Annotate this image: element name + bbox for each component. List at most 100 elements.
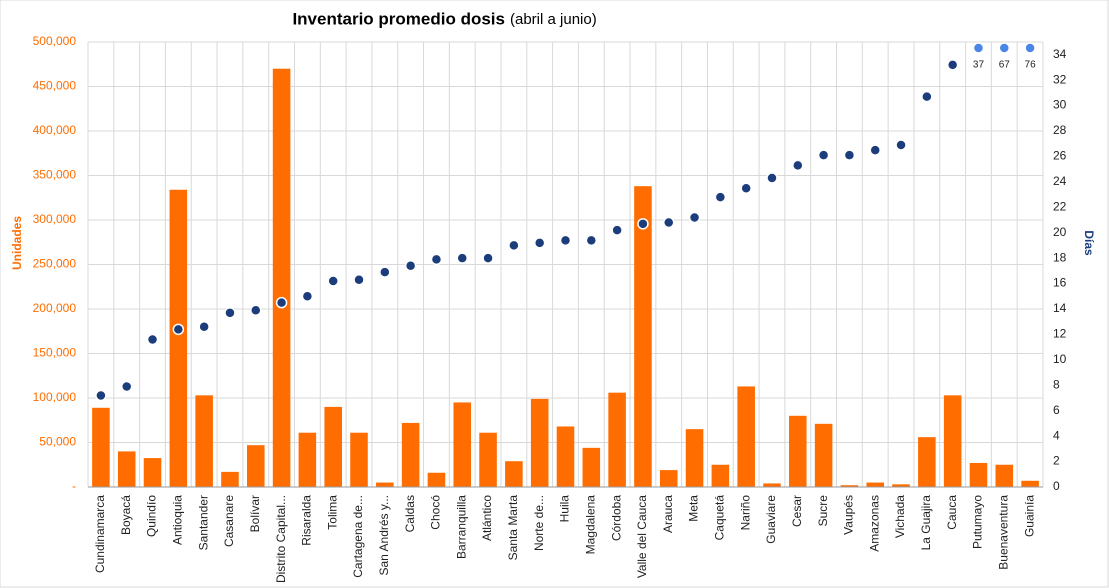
x-tick-label: Sucre bbox=[816, 495, 830, 527]
y2-tick-label: 4 bbox=[1053, 428, 1060, 442]
bar bbox=[608, 392, 626, 487]
x-tick-label: San Andrés y... bbox=[377, 495, 391, 576]
bar bbox=[943, 395, 962, 487]
dot bbox=[1024, 42, 1036, 54]
bar bbox=[350, 432, 368, 487]
x-tick-label: Caquetá bbox=[713, 495, 727, 541]
y-tick-label: 400,000 bbox=[33, 123, 77, 137]
x-tick-label: Boyacá bbox=[119, 495, 133, 535]
bar bbox=[530, 398, 549, 487]
dot bbox=[843, 149, 856, 161]
bar bbox=[685, 429, 704, 487]
x-tick-label: Santa Marta bbox=[506, 495, 520, 561]
y2-tick-label: 22 bbox=[1053, 199, 1067, 213]
dot bbox=[662, 216, 675, 229]
bar bbox=[427, 472, 446, 487]
dot bbox=[895, 139, 907, 151]
x-tick-label: Chocó bbox=[429, 495, 443, 530]
y2-tick-label: 0 bbox=[1053, 479, 1060, 493]
x-tick-label: Casanare bbox=[222, 495, 236, 547]
dot bbox=[198, 321, 210, 333]
value-label: 76 bbox=[1025, 60, 1037, 71]
bar bbox=[711, 464, 730, 487]
dot bbox=[482, 252, 494, 264]
dot bbox=[559, 234, 572, 247]
x-tick-label: Antioquia bbox=[171, 495, 185, 545]
dot bbox=[95, 389, 107, 402]
dot bbox=[508, 239, 520, 252]
y2-axis-label: Días bbox=[1082, 230, 1096, 256]
x-tick-label: Vichada bbox=[893, 495, 907, 538]
bar bbox=[789, 415, 807, 487]
y-tick-label: 50,000 bbox=[39, 435, 76, 449]
dot bbox=[430, 253, 443, 266]
x-tick-label: Córdoba bbox=[609, 495, 623, 541]
dot bbox=[637, 218, 649, 230]
bar bbox=[763, 483, 781, 487]
y-tick-label: 250,000 bbox=[33, 257, 77, 271]
x-tick-label: Arauca bbox=[661, 495, 675, 533]
y2-tick-label: 30 bbox=[1053, 98, 1067, 112]
x-tick-label: Norte de... bbox=[532, 495, 546, 551]
bar bbox=[169, 189, 188, 488]
x-tick-label: Caldas bbox=[403, 495, 417, 532]
value-label: 67 bbox=[999, 60, 1011, 71]
dot bbox=[585, 234, 598, 247]
x-tick-label: Huila bbox=[558, 495, 572, 523]
dot bbox=[766, 172, 778, 184]
x-tick-label: Tolima bbox=[325, 495, 339, 530]
x-tick-label: Distrito Capital... bbox=[274, 495, 288, 583]
x-tick-label: Cauca bbox=[945, 495, 959, 530]
x-tick-label: Cesar bbox=[790, 495, 804, 527]
x-tick-label: Meta bbox=[687, 495, 701, 522]
bar bbox=[298, 432, 317, 487]
x-tick-label: Guainía bbox=[1022, 495, 1036, 537]
x-tick-label: Cundinamarca bbox=[93, 495, 107, 573]
dot bbox=[275, 296, 288, 309]
value-label: 37 bbox=[973, 60, 985, 71]
bar bbox=[195, 395, 213, 487]
dot bbox=[327, 275, 339, 287]
bar bbox=[892, 484, 910, 487]
dot bbox=[404, 260, 417, 272]
x-tick-label: Santander bbox=[196, 495, 210, 550]
dot bbox=[998, 42, 1011, 54]
y2-tick-label: 34 bbox=[1053, 47, 1067, 61]
y2-tick-label: 26 bbox=[1053, 149, 1067, 163]
dot bbox=[172, 323, 185, 336]
bar bbox=[221, 471, 239, 487]
dot bbox=[224, 307, 236, 319]
y-tick-label: 150,000 bbox=[33, 346, 77, 360]
dot bbox=[869, 144, 881, 156]
dot bbox=[120, 380, 133, 393]
dot bbox=[740, 182, 752, 194]
bar bbox=[479, 432, 497, 487]
x-tick-label: Valle del Cauca bbox=[635, 495, 649, 578]
y-tick-label: 300,000 bbox=[33, 212, 77, 226]
dot bbox=[146, 333, 159, 346]
bar bbox=[376, 482, 394, 487]
y-axis-label: Unidades bbox=[10, 216, 24, 270]
x-tick-label: Amazonas bbox=[867, 495, 881, 552]
dot bbox=[353, 274, 365, 286]
dot bbox=[301, 290, 314, 303]
x-tick-label: Quindío bbox=[145, 495, 159, 537]
x-tick-label: Magdalena bbox=[583, 495, 597, 555]
dot bbox=[379, 266, 391, 278]
x-tick-label: Buenaventura bbox=[996, 495, 1010, 570]
bar bbox=[814, 423, 833, 487]
y2-tick-label: 32 bbox=[1053, 72, 1067, 86]
y-tick-label: 450,000 bbox=[33, 79, 77, 93]
y2-tick-label: 10 bbox=[1053, 352, 1067, 366]
x-tick-label: Putumayo bbox=[971, 495, 985, 549]
bar bbox=[324, 406, 342, 487]
bar bbox=[453, 402, 472, 487]
y2-tick-label: 12 bbox=[1053, 327, 1067, 341]
dot bbox=[972, 42, 985, 54]
bar bbox=[1021, 480, 1039, 487]
bar bbox=[117, 451, 136, 487]
bar bbox=[272, 68, 291, 487]
x-tick-label: Vaupés bbox=[842, 495, 856, 535]
